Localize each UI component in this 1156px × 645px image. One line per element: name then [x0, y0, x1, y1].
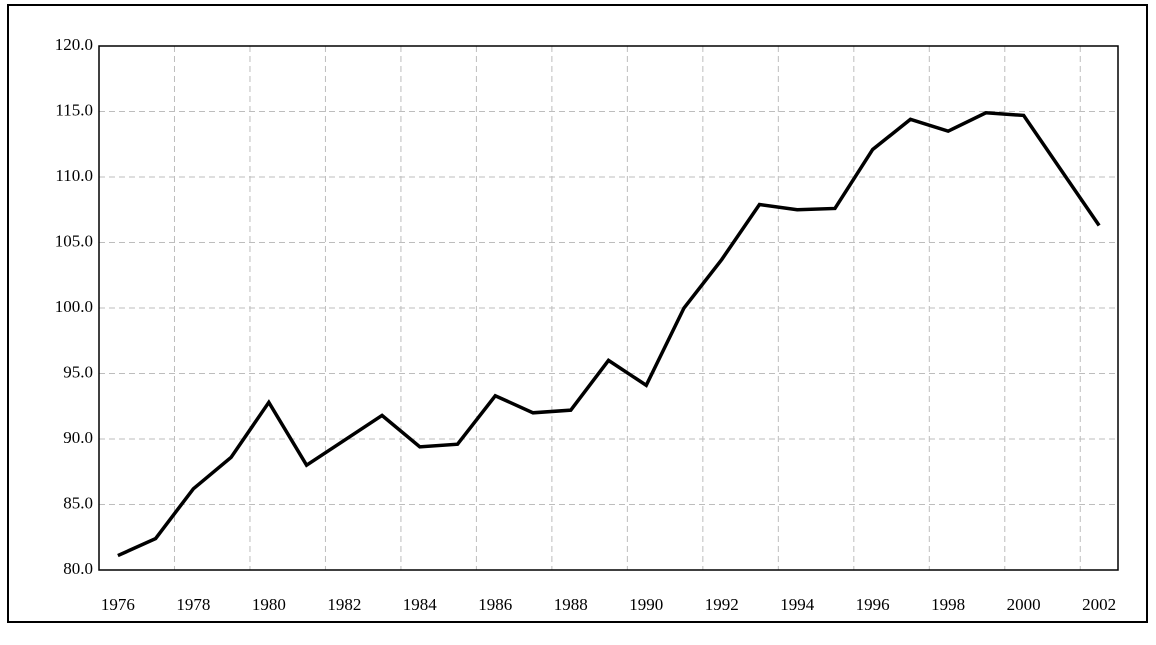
- y-tick-label: 115.0: [55, 100, 93, 119]
- y-tick-label: 110.0: [55, 166, 93, 185]
- x-tick-label: 1996: [856, 595, 890, 614]
- x-tick-label: 1976: [101, 595, 135, 614]
- x-tick-label: 1980: [252, 595, 286, 614]
- y-tick-label: 100.0: [55, 297, 93, 316]
- y-tick-label: 85.0: [63, 493, 93, 512]
- x-tick-label: 1986: [478, 595, 512, 614]
- y-tick-label: 95.0: [63, 362, 93, 381]
- y-tick-label: 90.0: [63, 428, 93, 447]
- y-tick-label: 105.0: [55, 231, 93, 250]
- x-tick-label: 1994: [780, 595, 815, 614]
- line: [117, 111, 1101, 558]
- y-tick-label: 80.0: [63, 559, 93, 578]
- chart-frame: [7, 4, 1148, 623]
- x-tick-label: 1978: [176, 595, 210, 614]
- x-tick-label: 2000: [1007, 595, 1041, 614]
- plot-area: [98, 45, 1119, 571]
- x-tick-label: 1990: [629, 595, 663, 614]
- x-tick-label: 2002: [1082, 595, 1116, 614]
- x-tick-label: 1984: [403, 595, 438, 614]
- x-tick-label: 1988: [554, 595, 588, 614]
- y-tick-label: 120.0: [55, 35, 93, 54]
- x-tick-label: 1998: [931, 595, 965, 614]
- x-tick-label: 1982: [327, 595, 361, 614]
- x-tick-label: 1992: [705, 595, 739, 614]
